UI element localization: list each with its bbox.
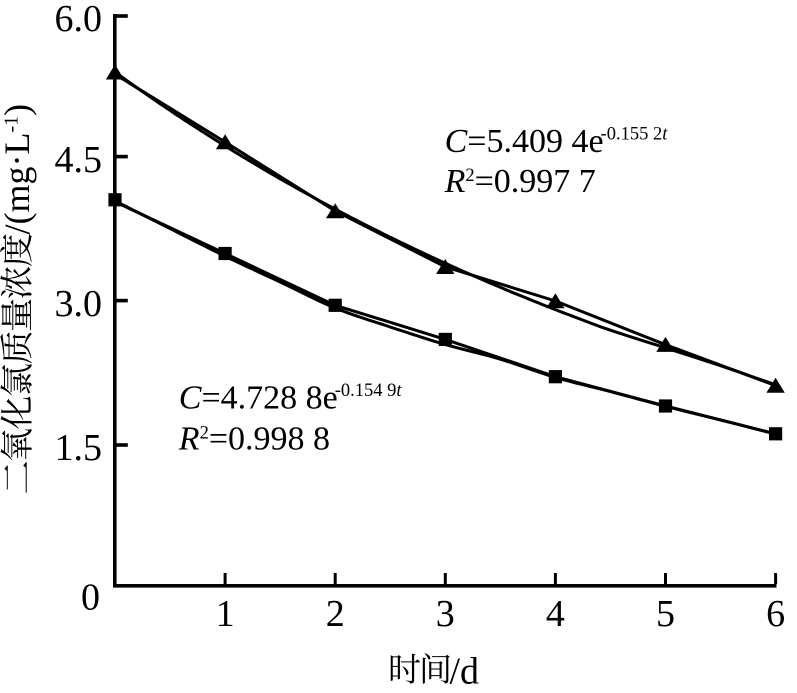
svg-text:0: 0 <box>81 576 100 618</box>
svg-text:3: 3 <box>436 593 455 635</box>
svg-text:3.0: 3.0 <box>55 283 103 325</box>
svg-text:6: 6 <box>766 593 785 635</box>
svg-text:1: 1 <box>216 593 235 635</box>
svg-text:4.5: 4.5 <box>55 139 103 181</box>
svg-text:2: 2 <box>326 593 345 635</box>
svg-text:R2=0.998 8: R2=0.998 8 <box>178 421 330 458</box>
svg-text:6.0: 6.0 <box>55 0 103 40</box>
svg-text:C=4.728 8e-0.154 9t: C=4.728 8e-0.154 9t <box>179 380 403 417</box>
svg-text:5: 5 <box>656 593 675 635</box>
svg-text:/d: /d <box>450 651 480 693</box>
svg-text:1.5: 1.5 <box>55 427 103 469</box>
svg-text:R2=0.997 7: R2=0.997 7 <box>444 163 596 200</box>
svg-text:4: 4 <box>546 593 565 635</box>
